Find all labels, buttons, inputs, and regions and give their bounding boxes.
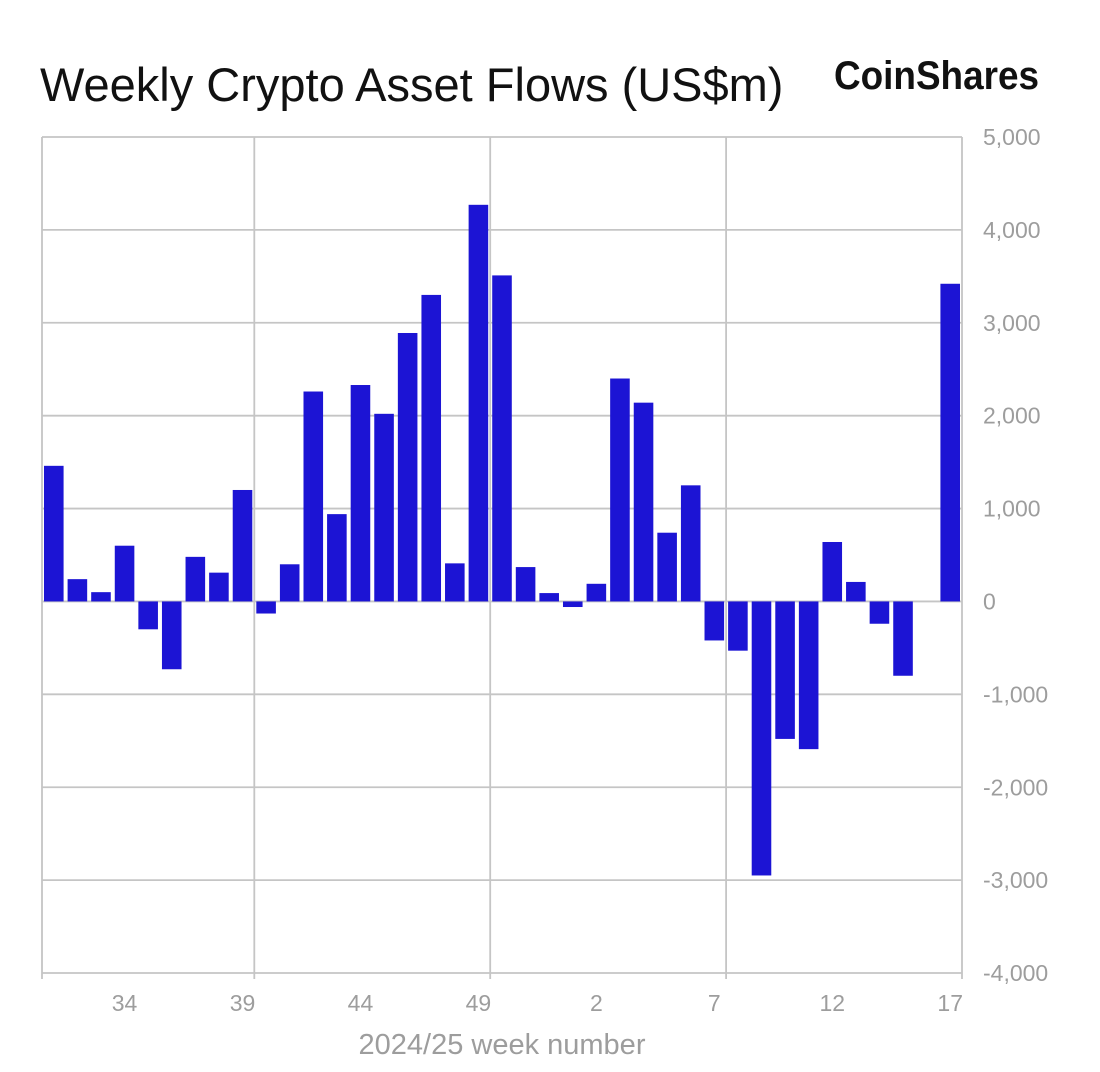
bar xyxy=(680,485,701,602)
y-tick-label: 0 xyxy=(983,588,996,614)
bar xyxy=(657,532,677,602)
y-axis-tick-labels: 5,000 4,000 3,000 2,000 1,000 0 -1,000 -2,000 -3… xyxy=(983,124,1048,986)
y-tick-label: 2,000 xyxy=(983,403,1041,429)
x-tick-label: 2 xyxy=(590,990,603,1016)
y-tick-label: 3,000 xyxy=(983,310,1041,336)
coinshares-logo: CoinShares xyxy=(834,54,1039,98)
bar xyxy=(67,579,88,602)
bar xyxy=(633,402,654,602)
bar xyxy=(256,601,276,614)
bar xyxy=(728,601,748,651)
y-tick-label: 4,000 xyxy=(983,217,1041,243)
bar xyxy=(798,601,819,750)
y-tick-label: 5,000 xyxy=(983,124,1041,150)
bar xyxy=(610,378,630,602)
bar xyxy=(775,601,795,739)
bar xyxy=(468,204,489,602)
x-axis-tick-labels: 34 39 44 49 2 7 12 17 xyxy=(112,990,963,1016)
chart-title: Weekly Crypto Asset Flows (US$m) xyxy=(40,58,783,111)
bar xyxy=(138,601,158,630)
y-tick-label: 1,000 xyxy=(983,496,1041,522)
y-tick-label: -2,000 xyxy=(983,774,1048,800)
bar xyxy=(539,593,559,602)
y-tick-label: -1,000 xyxy=(983,681,1048,707)
x-tick-label: 17 xyxy=(937,990,963,1016)
y-tick-label: -3,000 xyxy=(983,867,1048,893)
bar xyxy=(185,556,206,602)
bar xyxy=(232,489,253,602)
bar xyxy=(445,563,465,602)
bar xyxy=(350,385,371,602)
bar xyxy=(374,413,394,602)
bar xyxy=(751,601,772,876)
bar xyxy=(327,514,347,602)
bar xyxy=(91,592,111,602)
bar xyxy=(586,583,607,602)
x-tick-label: 7 xyxy=(708,990,721,1016)
bars xyxy=(44,204,960,876)
bar xyxy=(940,283,960,602)
x-tick-label: 44 xyxy=(348,990,374,1016)
y-tick-label: -4,000 xyxy=(983,960,1048,986)
bar xyxy=(562,601,583,608)
bar xyxy=(704,601,725,641)
bar xyxy=(44,465,64,602)
bar xyxy=(114,545,135,602)
bar xyxy=(303,391,324,602)
bar xyxy=(492,275,512,602)
bar xyxy=(209,572,229,602)
bar xyxy=(397,332,418,602)
bar xyxy=(279,564,300,602)
bar xyxy=(421,294,442,602)
bar xyxy=(161,601,182,670)
x-axis-label: 2024/25 week number xyxy=(359,1029,646,1061)
bar xyxy=(846,581,866,602)
x-tick-label: 49 xyxy=(466,990,492,1016)
bar xyxy=(515,567,536,602)
x-tick-label: 34 xyxy=(112,990,138,1016)
bar xyxy=(893,601,913,676)
x-tick-label: 39 xyxy=(230,990,256,1016)
bar xyxy=(869,601,890,624)
x-tick-label: 12 xyxy=(819,990,845,1016)
bar xyxy=(822,541,843,602)
